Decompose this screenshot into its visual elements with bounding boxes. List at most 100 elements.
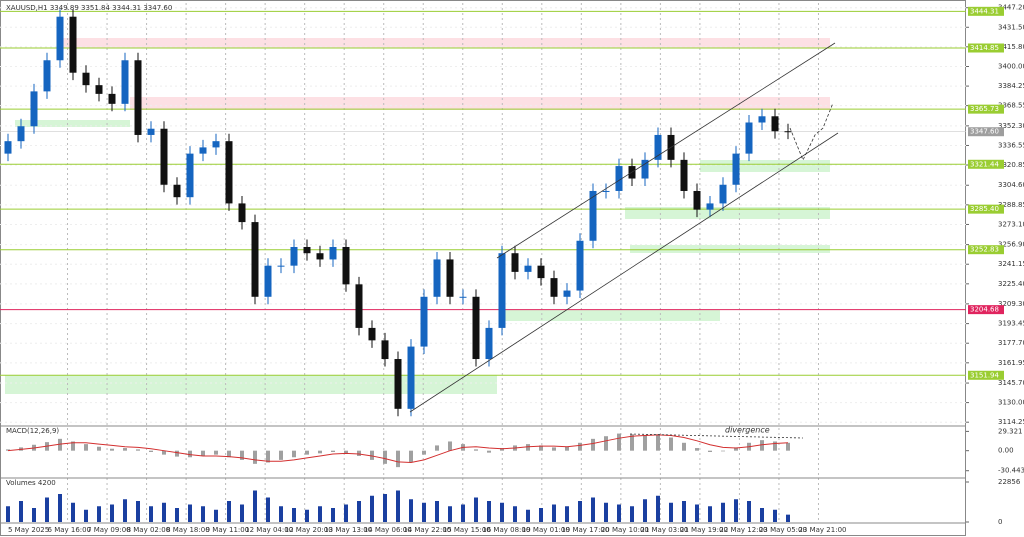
volume-bar <box>630 506 634 522</box>
macd-bar <box>188 450 192 458</box>
macd-bar <box>422 450 426 455</box>
macd-bar <box>721 450 725 452</box>
macd-bar <box>578 442 582 451</box>
candle-body <box>355 284 363 328</box>
y-tick-label: 3384.25 <box>998 82 1024 90</box>
candle-body <box>654 134 662 160</box>
macd-bar <box>253 450 257 464</box>
volume-bar <box>604 502 608 522</box>
macd-bar <box>708 450 712 452</box>
macd-bar <box>604 436 608 451</box>
macd-bar <box>123 448 127 451</box>
y-tick-label: 3304.60 <box>998 181 1024 189</box>
candle-body <box>459 296 467 298</box>
macd-bar <box>643 434 647 451</box>
candle-body <box>472 296 480 360</box>
level-tag <box>968 204 1004 214</box>
y-tick-label: 3145.70 <box>998 379 1024 387</box>
macd-bar <box>526 444 530 451</box>
volume-bar <box>461 504 465 522</box>
volume-bar <box>227 501 231 522</box>
y-tick-label: 3161.95 <box>998 359 1024 367</box>
volume-bar <box>435 501 439 522</box>
y-tick-label: 3352.30 <box>998 122 1024 130</box>
macd-bar <box>214 450 218 455</box>
candle-body <box>264 265 272 297</box>
channel-upper <box>496 42 836 259</box>
demand-zone <box>15 120 130 127</box>
level-label: 3252.83 <box>970 246 999 254</box>
candle-body <box>17 126 25 142</box>
candle-body <box>485 327 493 360</box>
macd-bar <box>136 449 140 451</box>
macd-bar <box>760 440 764 451</box>
x-tick-label: 8 May 02:00 <box>127 526 171 534</box>
volume-bar <box>578 501 582 522</box>
macd-bar <box>97 446 101 451</box>
candle-body <box>368 327 376 341</box>
y-tick-label: 3273.10 <box>998 220 1024 228</box>
volume-title: Volumes 4200 <box>6 479 56 487</box>
macd-bar <box>305 450 309 455</box>
y-tick-label: 0 <box>998 518 1002 526</box>
candle-body <box>95 85 103 94</box>
y-tick-label: 3336.55 <box>998 141 1024 149</box>
macd-bar <box>669 437 673 451</box>
macd-bar <box>201 450 205 456</box>
x-tick-label: 19 May 01:00 <box>522 526 570 534</box>
y-tick-label: 3431.50 <box>998 23 1024 31</box>
candle-body <box>446 259 454 297</box>
volume-bar <box>409 499 413 522</box>
y-tick-label: 3225.40 <box>998 280 1024 288</box>
candle-body <box>199 147 207 154</box>
candle-body <box>680 159 688 191</box>
candle-body <box>758 116 766 123</box>
candle-body <box>719 184 727 204</box>
macd-bar <box>448 441 452 451</box>
candle-body <box>43 60 51 92</box>
candle-body <box>589 190 597 241</box>
candle-body <box>30 91 38 127</box>
y-tick-label: 3288.85 <box>998 201 1024 209</box>
volume-bar <box>175 508 179 522</box>
candle-body <box>420 296 428 347</box>
volume-bar <box>396 490 400 522</box>
volume-bar <box>162 502 166 522</box>
volume-bar <box>45 497 49 522</box>
volume-bar <box>19 501 23 522</box>
x-tick-label: 21 May 19:00 <box>680 526 728 534</box>
y-tick-label: 0.00 <box>998 447 1014 455</box>
volume-bar <box>539 508 543 522</box>
level-tag <box>968 370 1004 380</box>
volume-bar <box>383 494 387 522</box>
macd-bar <box>786 442 790 451</box>
volume-bar <box>591 497 595 522</box>
x-tick-label: 19 May 17:00 <box>561 526 609 534</box>
candle-body <box>147 128 155 135</box>
macd-bar <box>162 450 166 455</box>
candle-body <box>771 116 779 132</box>
volume-bar <box>266 497 270 522</box>
level-label: 3444.31 <box>970 7 999 15</box>
macd-bar <box>396 450 400 468</box>
candle-body <box>524 265 532 272</box>
y-tick-label: 22856 <box>998 478 1021 486</box>
macd-bar <box>773 441 777 451</box>
volume-bar <box>682 501 686 522</box>
level-tag <box>968 305 1004 315</box>
macd-bar <box>682 442 686 451</box>
macd-bar <box>175 450 179 457</box>
level-label: 3365.73 <box>970 105 999 113</box>
candle-body <box>433 259 441 297</box>
candle-body <box>615 166 623 191</box>
zones <box>5 38 830 394</box>
candle-body <box>290 246 298 266</box>
macd-bar <box>487 450 491 453</box>
candle-body <box>498 253 506 328</box>
y-tick-label: 3209.30 <box>998 300 1024 308</box>
volume-bar <box>344 504 348 522</box>
level-label: 3204.68 <box>970 306 999 314</box>
y-tick-label: 3320.85 <box>998 161 1024 169</box>
candle-body <box>784 131 792 133</box>
x-tick-label: 14 May 22:00 <box>403 526 451 534</box>
